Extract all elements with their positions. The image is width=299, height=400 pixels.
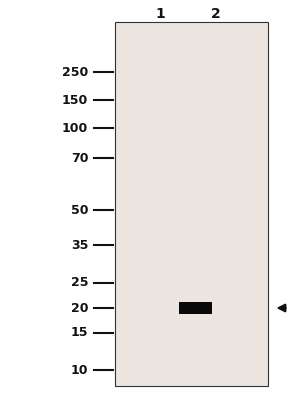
Text: 25: 25 [71,276,88,290]
Text: 150: 150 [62,94,88,106]
Bar [179,302,212,314]
Text: 10: 10 [71,364,88,376]
Text: 250: 250 [62,66,88,78]
Text: 20: 20 [71,302,88,314]
Text: 50: 50 [71,204,88,216]
Text: 1: 1 [155,7,165,21]
Text: 70: 70 [71,152,88,164]
Text: 100: 100 [62,122,88,134]
Bar [115,22,268,386]
Text: 35: 35 [71,238,88,252]
Text: 2: 2 [210,7,220,21]
Text: 15: 15 [71,326,88,340]
